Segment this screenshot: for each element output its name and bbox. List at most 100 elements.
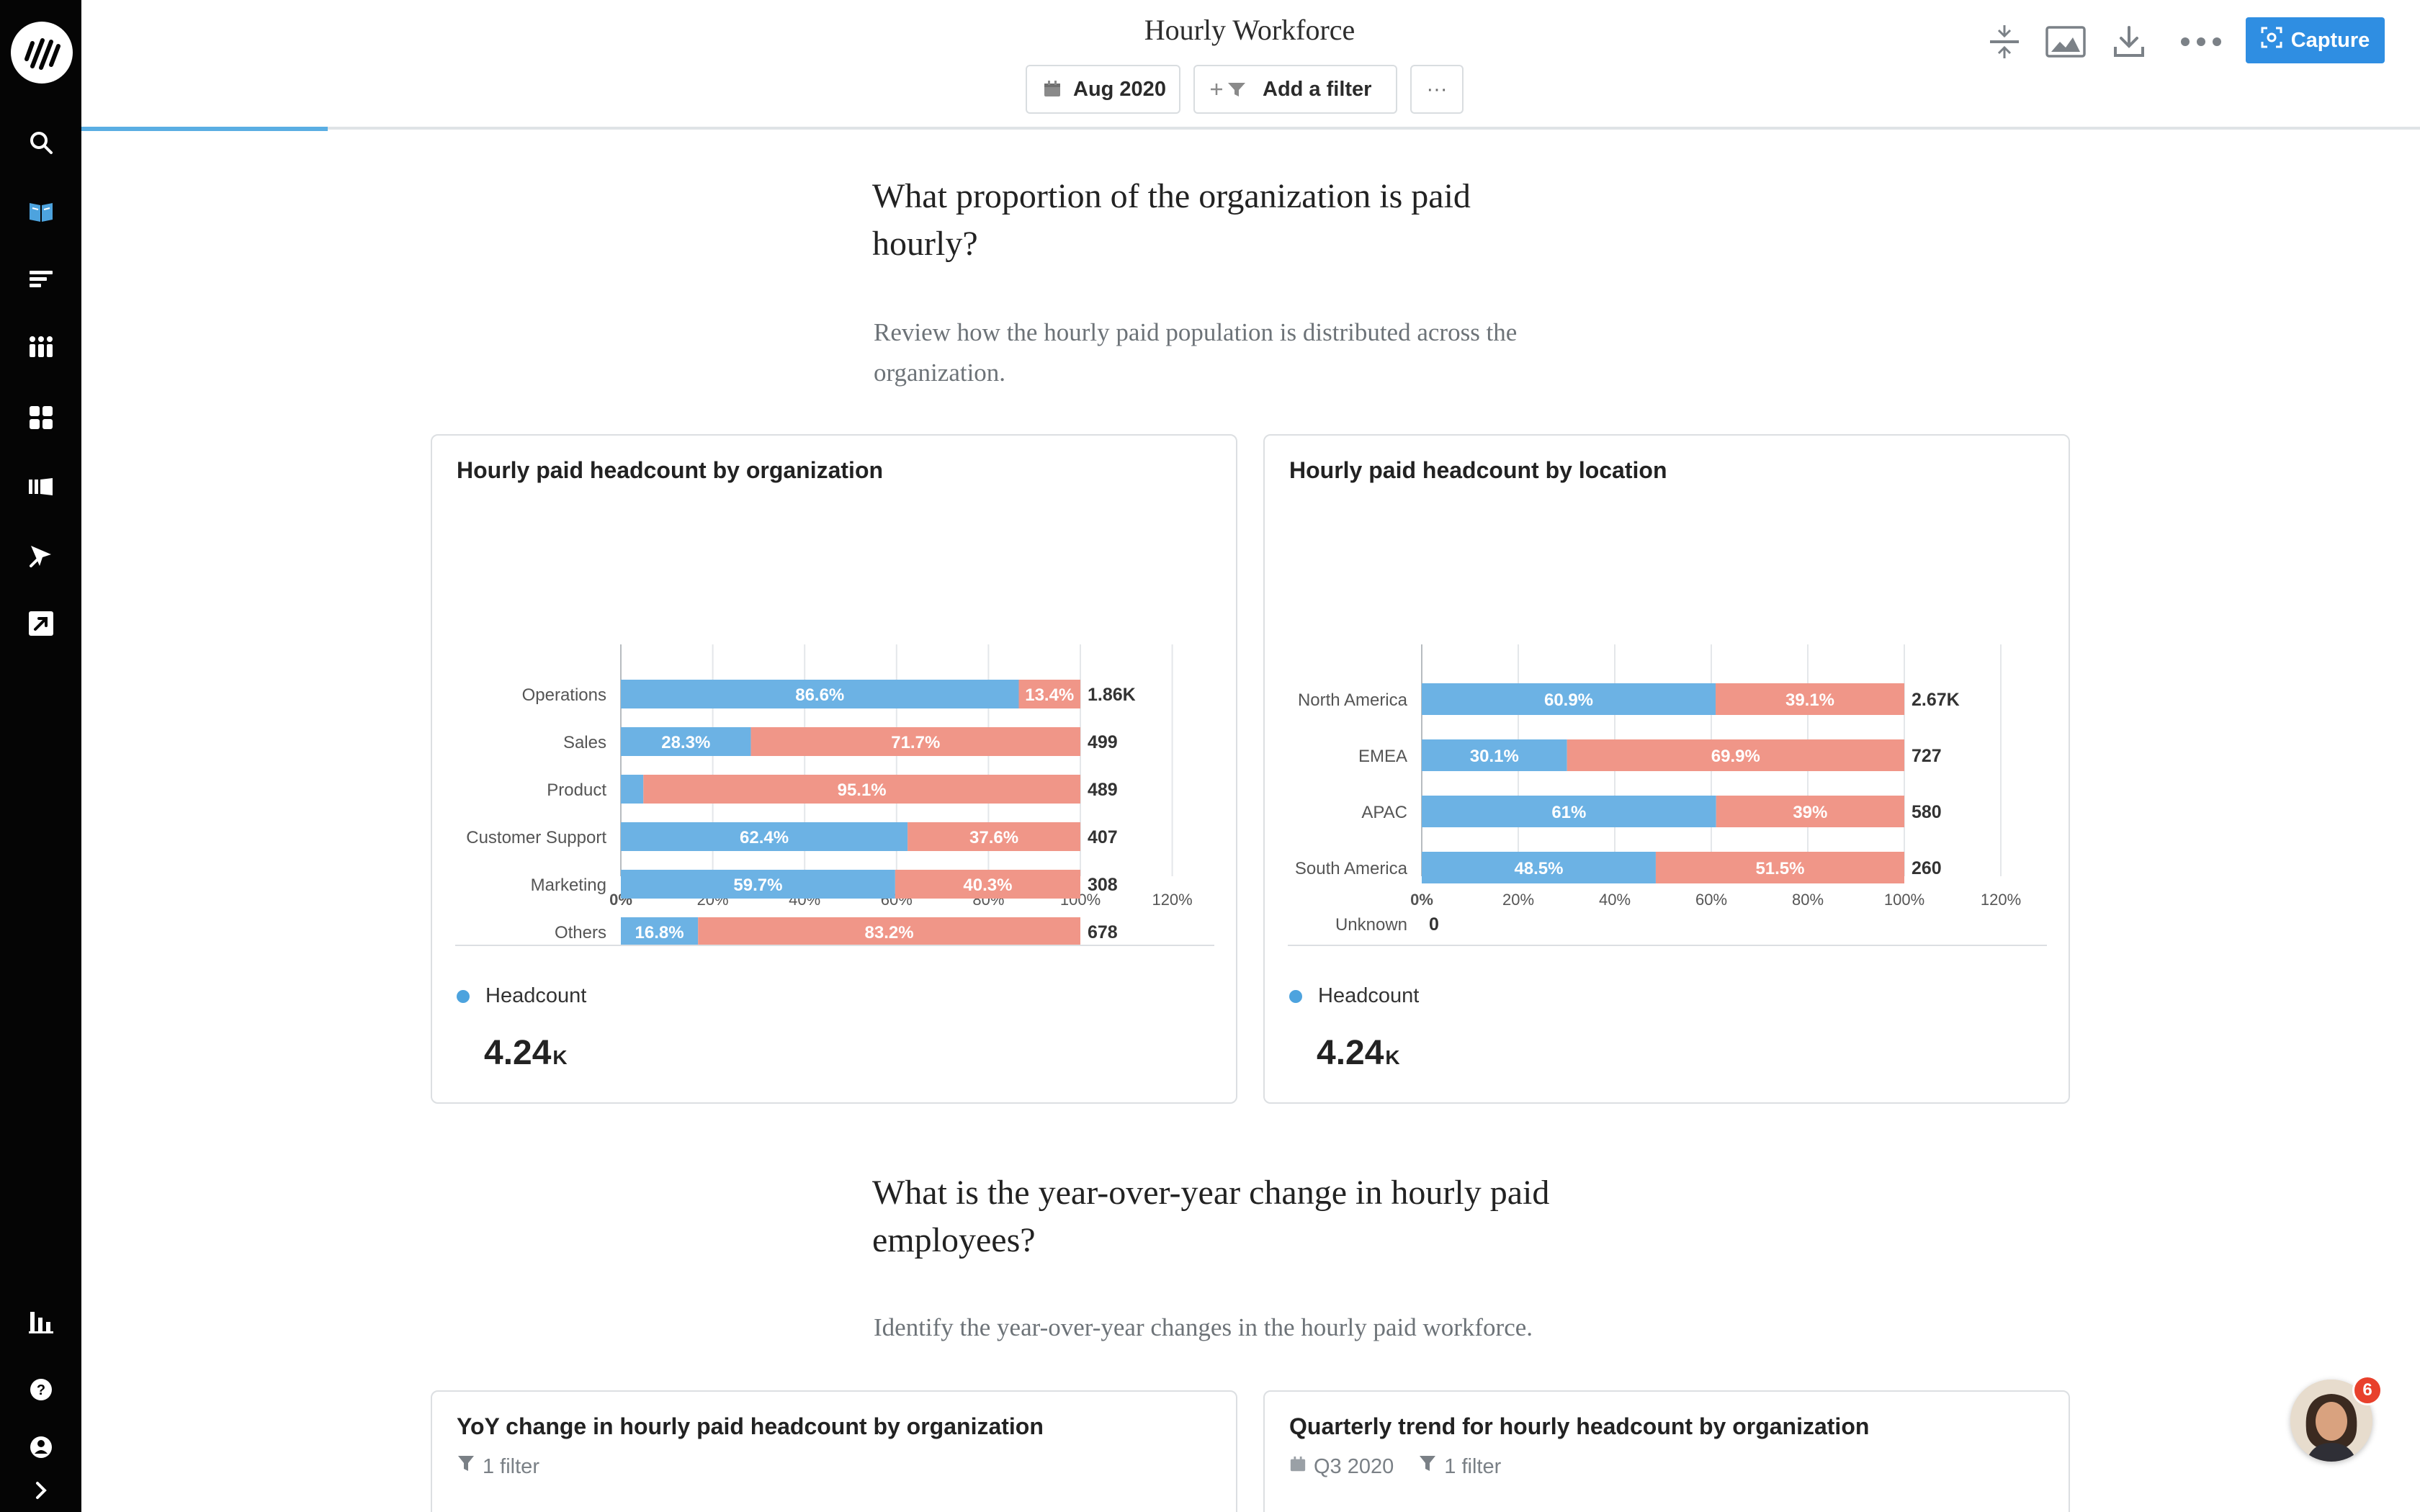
non-hourly-bar-segment [750, 727, 1080, 756]
non-hourly-bar-segment [908, 822, 1080, 851]
bar-total-label: 580 [1912, 802, 1942, 822]
expand-sidebar-chevron-icon[interactable] [24, 1475, 58, 1506]
metrics-grid-icon[interactable] [24, 330, 58, 364]
x-tick-label: 120% [1152, 891, 1192, 909]
category-label: Unknown [1335, 915, 1407, 935]
section-1-description: Review how the hourly paid population is… [874, 318, 1518, 387]
library-icon[interactable] [24, 469, 58, 504]
page-title: Hourly Workforce [1144, 14, 1355, 46]
x-tick-label: 20% [1502, 891, 1534, 909]
bar-chart-icon[interactable] [24, 1305, 58, 1339]
category-label: Customer Support [466, 828, 606, 847]
bar-total-label: 499 [1088, 732, 1118, 752]
category-label: Operations [522, 685, 606, 705]
non-hourly-bar-segment [1018, 680, 1080, 708]
segment-value-label: 48.5% [1514, 859, 1563, 878]
segment-value-label: 51.5% [1755, 859, 1804, 878]
segment-value-label: 16.8% [635, 923, 684, 942]
segment-value-label: 61% [1551, 803, 1586, 822]
x-tick-label: 0% [1410, 891, 1433, 909]
segment-value-label: 71.7% [891, 733, 940, 752]
category-label: North America [1298, 690, 1408, 710]
image-export-icon[interactable] [2044, 20, 2087, 63]
hourly-bar-segment [1422, 852, 1656, 883]
add-filter-button[interactable]: Add a filter [1193, 65, 1397, 114]
category-label: Sales [563, 733, 606, 752]
total-headcount: 4.24K [1317, 1033, 1400, 1073]
legend-dot [457, 989, 470, 1003]
bar-total-label: 678 [1088, 922, 1118, 942]
filter-count: 1 filter [483, 1454, 539, 1478]
total-value: 4.24 [1317, 1034, 1384, 1072]
search-icon[interactable] [24, 125, 58, 160]
x-tick-label: 120% [1981, 891, 2021, 909]
category-label: Others [555, 923, 606, 942]
export-arrow-icon[interactable] [24, 606, 58, 641]
segment-value-label: 62.4% [740, 828, 789, 847]
legend: Headcount [457, 984, 586, 1008]
non-hourly-bar-segment [1567, 739, 1904, 771]
hourly-bar-segment [1422, 796, 1716, 827]
segment-value-label: 40.3% [963, 876, 1012, 895]
app-logo-icon[interactable] [11, 22, 73, 84]
hourly-bar-segment [621, 680, 1019, 708]
more-options-icon[interactable] [2179, 20, 2223, 63]
legend-dot [1289, 989, 1302, 1003]
location-bar-chart: 0% 20% 40% 60% 80% 100% 120% North America 60.9%… [1288, 644, 2047, 946]
add-filter-icon [1211, 79, 1251, 99]
capture-label: Capture [2290, 28, 2370, 52]
dashboard-icon[interactable] [24, 400, 58, 435]
segment-value-label: 60.9% [1544, 690, 1593, 710]
bar-total-label: 308 [1088, 875, 1118, 895]
x-tick-label: 80% [1792, 891, 1824, 909]
list-icon[interactable] [24, 262, 58, 297]
help-icon[interactable]: ? [24, 1372, 58, 1407]
hourly-bar-segment [1422, 739, 1567, 771]
non-hourly-bar-segment [698, 917, 1080, 946]
more-filters-button[interactable]: ··· [1410, 65, 1464, 114]
hourly-bar-segment [621, 822, 908, 851]
non-hourly-bar-segment [895, 870, 1080, 899]
segment-value-label: 30.1% [1470, 747, 1519, 766]
collapse-sections-icon[interactable] [1983, 20, 2026, 63]
section-1-title: What proportion of the organization is p… [872, 177, 1471, 263]
storyboard-book-icon[interactable] [24, 194, 58, 229]
loading-progress-bar [81, 127, 328, 131]
total-unit: K [1385, 1046, 1400, 1068]
calendar-icon [1289, 1455, 1307, 1479]
date-filter-button[interactable]: Aug 2020 [1026, 65, 1180, 114]
period-label: Q3 2020 [1314, 1454, 1394, 1478]
category-label: Marketing [531, 876, 606, 895]
bar-total-label: 407 [1088, 827, 1118, 847]
bar-total-label: 489 [1088, 780, 1118, 800]
card-title: YoY change in hourly paid headcount by o… [457, 1413, 1044, 1439]
legend-label: Headcount [1318, 984, 1420, 1007]
category-label: EMEA [1358, 747, 1407, 766]
sidebar: ? [0, 0, 81, 1512]
non-hourly-bar-segment [1716, 796, 1904, 827]
explore-compass-icon[interactable] [24, 539, 58, 573]
card-quarterly-trend-by-organization: Quarterly trend for hourly headcount by … [1263, 1390, 2070, 1512]
segment-value-label: 39% [1793, 803, 1827, 822]
download-icon[interactable] [2107, 20, 2151, 63]
x-tick-label: 60% [1695, 891, 1727, 909]
date-filter-label: Aug 2020 [1073, 77, 1166, 101]
card-filter-info: 1 filter [457, 1454, 539, 1480]
legend-label: Headcount [485, 984, 587, 1007]
card-headcount-by-organization: Hourly paid headcount by organization 0%… [431, 434, 1237, 1104]
bar-total-label: 0 [1429, 914, 1439, 935]
capture-icon [2261, 27, 2282, 54]
segment-value-label: 69.9% [1711, 747, 1760, 766]
card-title: Hourly paid headcount by location [1289, 457, 1667, 483]
segment-value-label: 37.6% [969, 828, 1018, 847]
notification-badge: 6 [2352, 1375, 2383, 1405]
card-headcount-by-location: Hourly paid headcount by location 0% 20% 4… [1263, 434, 2070, 1104]
card-title: Quarterly trend for hourly headcount by … [1289, 1413, 1870, 1439]
user-profile-icon[interactable] [24, 1430, 58, 1464]
filter-count: 1 filter [1444, 1454, 1502, 1478]
svg-text:?: ? [37, 1382, 45, 1398]
add-filter-label: Add a filter [1263, 77, 1372, 101]
filter-icon [1418, 1454, 1437, 1480]
hourly-bar-segment [1422, 683, 1716, 715]
capture-button[interactable]: Capture [2246, 17, 2385, 63]
